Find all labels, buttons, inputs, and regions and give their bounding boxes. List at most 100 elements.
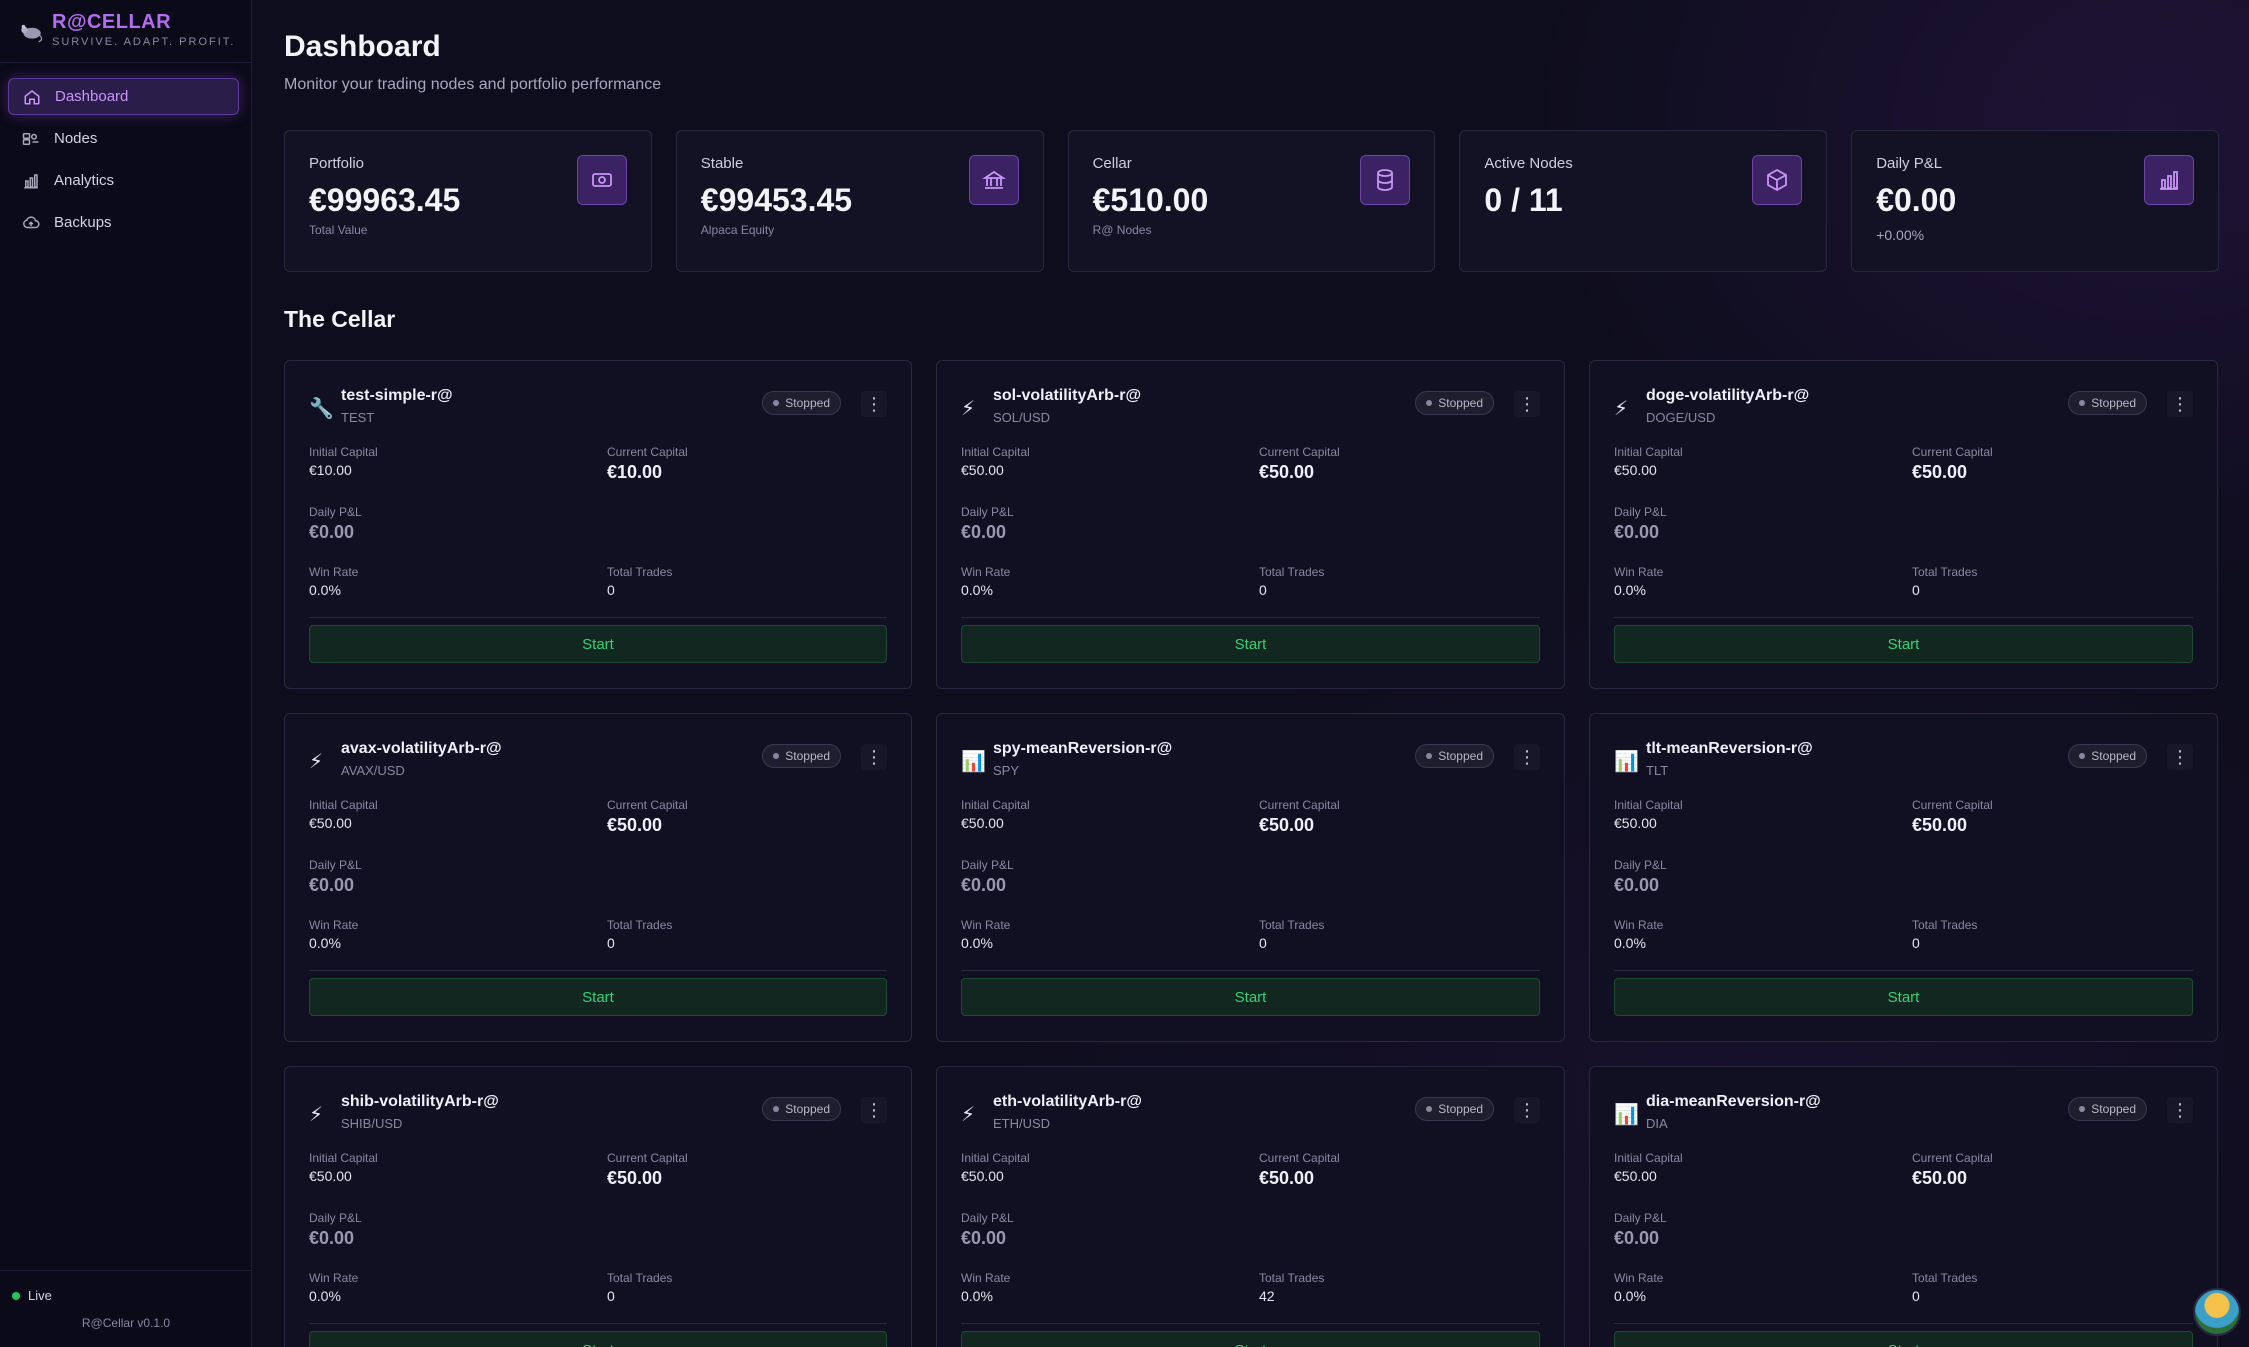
initial-capital-field: Initial Capital €50.00 [1614, 445, 1683, 478]
page-title: Dashboard [284, 30, 441, 63]
sidebar-item-label: Backups [54, 214, 112, 231]
avatar[interactable] [2193, 1288, 2241, 1336]
total-trades-field: Total Trades 0 [607, 565, 672, 598]
start-button[interactable]: Start [309, 1331, 887, 1347]
divider [961, 1323, 1540, 1324]
stat-sub: R@ Nodes [1092, 223, 1152, 237]
database-icon [1360, 155, 1411, 205]
total-trades-label: Total Trades [1912, 1271, 1978, 1285]
win-rate-value: 0.0% [1614, 1288, 1646, 1304]
status-dot-icon [773, 753, 780, 759]
initial-capital-label: Initial Capital [309, 798, 378, 812]
stat-value: €0.00 [1876, 182, 1957, 218]
more-options-icon[interactable]: ⋮ [1514, 391, 1540, 417]
status-badge: Stopped [762, 744, 841, 768]
start-button[interactable]: Start [961, 1331, 1540, 1347]
status-badge: Stopped [1415, 744, 1494, 768]
sidebar-item-backups[interactable]: Backups [8, 204, 239, 241]
daily-pnl-field: Daily P&L €0.00 [1614, 858, 1667, 896]
stat-label: Cellar [1092, 155, 1132, 172]
current-capital-label: Current Capital [1912, 798, 1993, 812]
initial-capital-field: Initial Capital €50.00 [1614, 1151, 1683, 1184]
stat-card-portfolio: Portfolio €99963.45 Total Value [284, 130, 652, 272]
win-rate-field: Win Rate 0.0% [1614, 1271, 1663, 1304]
live-dot-icon [12, 1291, 20, 1300]
start-button[interactable]: Start [309, 625, 887, 663]
daily-pnl-label: Daily P&L [309, 1211, 362, 1225]
current-capital-value: €50.00 [607, 1168, 663, 1188]
more-options-icon[interactable]: ⋮ [1514, 1097, 1540, 1123]
total-trades-value: 0 [607, 582, 615, 598]
more-options-icon[interactable]: ⋮ [861, 391, 887, 417]
more-options-icon[interactable]: ⋮ [861, 744, 887, 770]
status-label: Stopped [1438, 1102, 1483, 1116]
divider [0, 1270, 252, 1271]
current-capital-label: Current Capital [1259, 798, 1340, 812]
current-capital-value: €50.00 [1912, 1168, 1968, 1188]
total-trades-value: 0 [1912, 582, 1920, 598]
more-options-icon[interactable]: ⋮ [1514, 744, 1540, 770]
daily-pnl-value: €0.00 [1614, 875, 1660, 895]
win-rate-field: Win Rate 0.0% [961, 1271, 1010, 1304]
stat-sub: Alpaca Equity [700, 223, 775, 237]
more-options-icon[interactable]: ⋮ [2167, 744, 2193, 770]
more-options-icon[interactable]: ⋮ [2167, 391, 2193, 417]
start-button[interactable]: Start [309, 978, 887, 1016]
status-label: Stopped [785, 749, 830, 763]
divider [309, 617, 887, 618]
sidebar-nav: Dashboard Nodes Analytics Backups [8, 78, 239, 246]
page-subtitle: Monitor your trading nodes and portfolio… [284, 76, 662, 93]
initial-capital-value: €10.00 [309, 462, 352, 478]
status-dot-icon [1426, 1106, 1433, 1112]
total-trades-value: 0 [1259, 582, 1267, 598]
more-options-icon[interactable]: ⋮ [2167, 1097, 2193, 1123]
current-capital-value: €50.00 [1259, 815, 1315, 835]
node-symbol: ETH/USD [993, 1116, 1051, 1131]
status-dot-icon [1426, 400, 1433, 406]
current-capital-label: Current Capital [607, 1151, 688, 1165]
node-card-dia-meanReversion-r: 📊 dia-meanReversion-r@ DIA Stopped ⋮ Ini… [1589, 1066, 2218, 1347]
win-rate-value: 0.0% [961, 1288, 993, 1304]
status-dot-icon [2079, 753, 2086, 759]
divider [309, 970, 887, 971]
daily-pnl-value: €0.00 [309, 522, 355, 542]
start-button[interactable]: Start [1614, 1331, 2193, 1347]
sidebar-item-nodes[interactable]: Nodes [8, 120, 239, 157]
node-card-sol-volatilityArb-r: ⚡ sol-volatilityArb-r@ SOL/USD Stopped ⋮… [936, 360, 1565, 689]
node-name: dia-meanReversion-r@ [1646, 1093, 1821, 1110]
status-label: Stopped [1438, 396, 1483, 410]
current-capital-field: Current Capital €50.00 [1259, 1151, 1340, 1189]
total-trades-value: 0 [607, 1288, 615, 1304]
divider [309, 1323, 887, 1324]
start-button[interactable]: Start [1614, 625, 2193, 663]
daily-pnl-label: Daily P&L [1614, 1211, 1667, 1225]
start-button[interactable]: Start [961, 625, 1540, 663]
cube-icon [1752, 155, 1803, 205]
node-name: tlt-meanReversion-r@ [1646, 740, 1813, 757]
initial-capital-value: €50.00 [309, 815, 352, 831]
node-card-spy-meanReversion-r: 📊 spy-meanReversion-r@ SPY Stopped ⋮ Ini… [936, 713, 1565, 1042]
daily-pnl-value: €0.00 [309, 875, 355, 895]
stat-value: €99963.45 [309, 182, 461, 218]
start-button[interactable]: Start [961, 978, 1540, 1016]
total-trades-field: Total Trades 0 [607, 918, 672, 951]
sidebar-item-label: Nodes [54, 130, 98, 147]
start-button[interactable]: Start [1614, 978, 2193, 1016]
sidebar-item-label: Dashboard [55, 88, 129, 105]
initial-capital-label: Initial Capital [961, 798, 1030, 812]
win-rate-value: 0.0% [309, 582, 341, 598]
current-capital-value: €50.00 [1259, 1168, 1315, 1188]
win-rate-value: 0.0% [309, 935, 341, 951]
current-capital-field: Current Capital €50.00 [1259, 798, 1340, 836]
wrench-icon: 🔧 [309, 398, 334, 420]
daily-pnl-label: Daily P&L [1614, 505, 1667, 519]
initial-capital-label: Initial Capital [961, 445, 1030, 459]
total-trades-value: 0 [1912, 1288, 1920, 1304]
total-trades-field: Total Trades 0 [607, 1271, 672, 1304]
more-options-icon[interactable]: ⋮ [861, 1097, 887, 1123]
brand[interactable]: R@CELLAR SURVIVE. ADAPT. PROFIT. [18, 10, 235, 48]
rat-logo-icon [21, 24, 43, 43]
sidebar-item-analytics[interactable]: Analytics [8, 162, 239, 199]
sidebar-item-dashboard[interactable]: Dashboard [8, 78, 239, 115]
daily-pnl-label: Daily P&L [309, 505, 362, 519]
